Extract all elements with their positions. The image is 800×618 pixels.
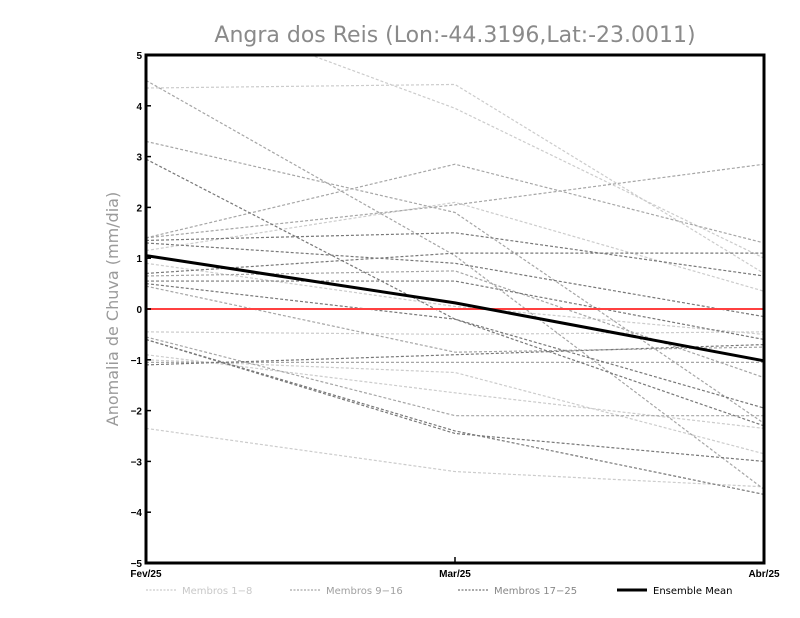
member-line-group2-2 <box>146 140 764 424</box>
ensemble-mean-line <box>146 254 764 363</box>
y-tick-label: 1 <box>136 254 142 265</box>
x-tick-label: Mar/25 <box>439 569 471 580</box>
legend-item: Membros 9−16 <box>290 586 403 597</box>
y-tick-label: −5 <box>131 559 143 570</box>
legend-label: Ensemble Mean <box>653 586 732 597</box>
member-line-group3-3 <box>146 242 764 318</box>
legend-item: Membros 17−25 <box>458 586 577 597</box>
y-tick-label: 0 <box>136 305 142 316</box>
member-line-group1-7 <box>146 359 764 455</box>
member-line-group2-3 <box>146 163 764 244</box>
member-line-group3-4 <box>146 252 764 275</box>
y-axis-label: Anomalia de Chuva (mm/dia) <box>103 192 122 426</box>
member-line-group3-7 <box>146 338 764 462</box>
y-ticks: 5 4 3 2 1 0 −1 −2 −3 −4 −5 <box>131 51 151 570</box>
member-line-group3-8 <box>146 343 764 366</box>
series-lines <box>146 55 764 496</box>
legend-item: Membros 1−8 <box>146 586 252 597</box>
member-line-group3-5 <box>146 280 764 341</box>
legend: Membros 1−8 Membros 9−16 Membros 17−25 Ense… <box>146 586 732 597</box>
chart-title: Angra dos Reis (Lon:-44.3196,Lat:-23.001… <box>214 23 695 48</box>
y-tick-label: −1 <box>131 356 143 367</box>
y-tick-label: −2 <box>131 407 143 418</box>
member-line-group3-6 <box>146 283 764 427</box>
member-line-group2-7 <box>146 336 764 417</box>
legend-label: Membros 1−8 <box>182 586 252 597</box>
member-line-group1-5 <box>146 331 764 336</box>
x-ticks: Fev/25 Mar/25 Abr/25 <box>130 557 780 580</box>
member-line-group1-6 <box>146 354 764 429</box>
legend-label: Membros 17−25 <box>494 586 577 597</box>
member-line-group3-9 <box>146 338 764 496</box>
legend-label: Membros 9−16 <box>326 586 403 597</box>
y-tick-label: 3 <box>136 153 142 164</box>
x-tick-label: Fev/25 <box>130 569 162 580</box>
x-tick-label: Abr/25 <box>748 569 780 580</box>
y-tick-label: −3 <box>131 457 143 468</box>
member-line-group3-2 <box>146 232 764 277</box>
member-line-group2-1 <box>146 79 764 490</box>
member-line-group3-1 <box>146 158 764 409</box>
member-line-group2-4 <box>146 163 764 239</box>
y-tick-label: −4 <box>131 508 143 519</box>
member-line-group1-1 <box>146 83 764 274</box>
legend-item: Ensemble Mean <box>617 586 732 597</box>
member-line-group1-8 <box>146 427 764 488</box>
y-tick-label: 5 <box>136 51 142 62</box>
y-tick-label: 4 <box>136 102 142 113</box>
y-tick-label: 2 <box>136 203 142 214</box>
member-line-group1-4 <box>146 262 764 335</box>
